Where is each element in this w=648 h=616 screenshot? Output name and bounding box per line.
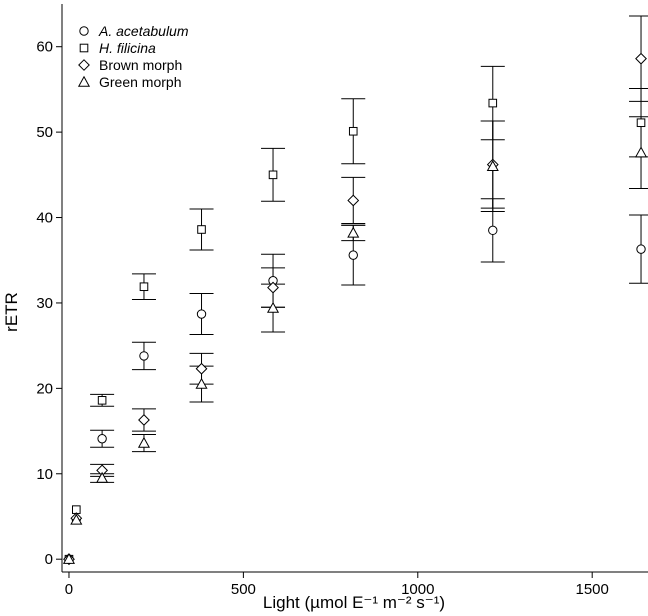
- axes: 0 10 20 30 40 50 60 0 500 1000 1500: [36, 4, 648, 598]
- y-tick-label: 50: [36, 124, 53, 141]
- y-tick-label: 10: [36, 466, 53, 483]
- data-point-triangle: [70, 513, 83, 525]
- data-point-diamond: [195, 362, 208, 375]
- data-point-triangle: [486, 160, 499, 171]
- y-tick-label: 0: [45, 551, 53, 568]
- data-point-circle: [97, 434, 107, 444]
- data-point-square: [139, 282, 149, 292]
- x-tick-label: 500: [231, 581, 256, 598]
- legend-label: Brown morph: [99, 57, 182, 73]
- data-point-square: [348, 126, 358, 136]
- data-point-triangle: [266, 301, 280, 313]
- data-point-square: [268, 170, 278, 180]
- data-point-diamond: [347, 194, 360, 207]
- data-point-square: [97, 396, 107, 405]
- y-tick-label: 30: [36, 295, 53, 312]
- data-point-triangle: [137, 436, 151, 448]
- y-axis-title: rETR: [2, 292, 21, 332]
- data-point-square: [488, 98, 498, 108]
- x-tick-label: 1500: [576, 581, 609, 598]
- data-point-circle: [636, 244, 646, 254]
- data-point-diamond: [267, 281, 279, 294]
- data-point-circle: [139, 351, 149, 361]
- data-point-triangle: [634, 146, 648, 158]
- data-point-square: [197, 225, 206, 234]
- data-point-diamond: [635, 52, 647, 65]
- x-axis-title: Light (µmol E⁻¹ m⁻² s⁻¹): [263, 593, 445, 612]
- legend-marker-diamond: [78, 59, 90, 71]
- legend-marker-triangle: [77, 75, 91, 87]
- data-point-triangle: [195, 377, 208, 389]
- x-tick-label: 0: [65, 581, 73, 598]
- data-point-triangle: [62, 552, 76, 564]
- data-point-triangle: [347, 226, 360, 238]
- legend-marker-circle: [79, 26, 89, 36]
- y-tick-label: 20: [36, 380, 53, 397]
- legend-label: Green morph: [99, 74, 181, 90]
- data-point-circle: [348, 250, 358, 260]
- data-point-circle: [488, 225, 498, 236]
- legend-label: A. acetabulum: [98, 23, 189, 39]
- legend-label: H. filicina: [99, 40, 156, 56]
- data-point-circle: [196, 309, 207, 319]
- legend-marker-square: [79, 43, 89, 53]
- data-point-triangle: [96, 471, 109, 483]
- data-point-square: [636, 118, 646, 128]
- y-tick-label: 40: [36, 210, 53, 227]
- y-tick-label: 60: [36, 39, 53, 56]
- x-tick-label: 1000: [401, 581, 434, 598]
- data-point-diamond: [138, 414, 150, 426]
- markers: [62, 52, 648, 566]
